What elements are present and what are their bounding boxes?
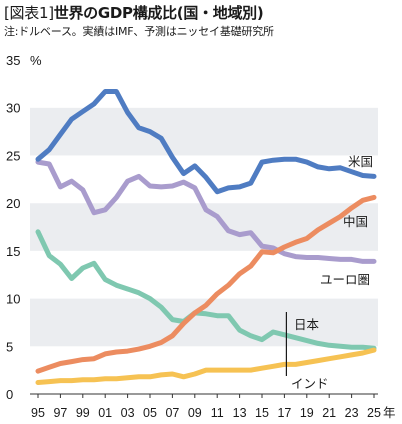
grid-band <box>30 60 378 108</box>
grid-band <box>30 155 378 204</box>
x-tick-label: 95 <box>31 406 45 420</box>
x-tick-label: 25 <box>367 406 381 420</box>
series-label: 日本 <box>294 317 320 332</box>
y-tick-label: 35 <box>6 53 20 68</box>
series-line <box>35 229 377 351</box>
chart-title-main: 世界のGDP構成比(国・地域別) <box>53 4 264 22</box>
y-tick-label: 15 <box>6 244 20 259</box>
series-line <box>35 159 377 264</box>
x-tick-label: 17 <box>277 406 291 420</box>
x-tick-label: 01 <box>98 406 112 420</box>
series-label: ユーロ圏 <box>320 272 370 287</box>
grid-band <box>30 107 378 156</box>
y-tick-label: 10 <box>6 292 20 307</box>
x-tick-label: 05 <box>143 406 157 420</box>
y-tick-label: 25 <box>6 148 20 163</box>
x-tick-label: 03 <box>121 406 135 420</box>
x-tick-label: 23 <box>345 406 359 420</box>
y-unit-label: % <box>30 53 42 68</box>
x-unit-label: 年 <box>383 406 396 420</box>
x-tick-label: 09 <box>188 406 202 420</box>
chart-title-tag: [図表1] <box>4 4 54 22</box>
series-label: 米国 <box>348 154 373 169</box>
series-line <box>35 347 377 385</box>
series-line <box>35 89 377 195</box>
y-tick-label: 20 <box>6 196 20 211</box>
x-tick-label: 15 <box>255 406 269 420</box>
series-label: 中国 <box>343 214 368 229</box>
x-tick-label: 13 <box>233 406 247 420</box>
x-tick-label: 11 <box>211 406 224 420</box>
x-tick-label: 21 <box>322 406 336 420</box>
x-tick-label: 97 <box>53 406 67 420</box>
chart-title: [図表1]世界のGDP構成比(国・地域別) <box>4 2 264 23</box>
y-tick-label: 0 <box>6 387 13 402</box>
series-label: インド <box>291 376 329 391</box>
x-tick-label: 19 <box>300 406 314 420</box>
x-tick-label: 99 <box>76 406 90 420</box>
series-line <box>35 194 377 374</box>
y-tick-label: 5 <box>6 339 13 354</box>
chart-note: 注:ドルベース。実績はIMF、予測はニッセイ基礎研究所 <box>4 25 274 38</box>
y-tick-label: 30 <box>6 101 20 116</box>
x-tick-label: 07 <box>165 406 179 420</box>
